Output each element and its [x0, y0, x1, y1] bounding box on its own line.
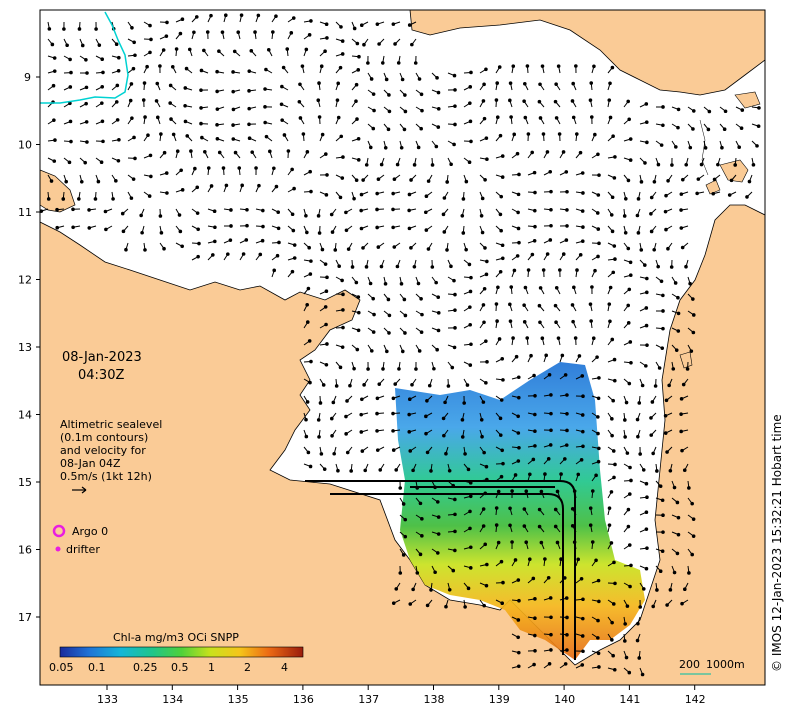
land-islands-north	[705, 91, 761, 195]
svg-text:0.25: 0.25	[133, 661, 158, 674]
info-line-2: (0.1m contours)	[60, 431, 148, 444]
lon-tick-label: 140	[554, 693, 575, 706]
lat-tick-label: 15	[18, 476, 32, 489]
info-line-1: Altimetric sealevel	[60, 418, 162, 431]
lon-tick-label: 137	[358, 693, 379, 706]
lon-tick-label: 133	[97, 693, 118, 706]
legend-drifter: drifter	[66, 543, 100, 556]
strong-current-arrows	[305, 480, 576, 660]
land-groote	[679, 351, 693, 369]
reference-arrow-icon	[72, 486, 87, 494]
svg-text:1: 1	[208, 661, 215, 674]
lon-tick-label: 139	[489, 693, 510, 706]
argo-icon	[52, 524, 66, 538]
info-line-3: and velocity for	[60, 444, 146, 457]
scale-bar-label: 200	[679, 658, 700, 671]
chlorophyll-swath	[395, 362, 645, 660]
lat-tick-label: 17	[18, 611, 32, 624]
svg-text:2: 2	[244, 661, 251, 674]
lat-tick-label: 16	[18, 544, 32, 557]
lat-tick-label: 13	[18, 341, 32, 354]
lat-tick-label: 12	[18, 274, 32, 287]
lon-tick-label: 136	[293, 693, 314, 706]
colorbar	[59, 646, 304, 658]
svg-text:0.05: 0.05	[49, 661, 74, 674]
credit-text: © IMOS 12-Jan-2023 15:32:21 Hobart time	[770, 414, 784, 672]
scale-bar-depth: 1000m	[706, 658, 745, 671]
svg-text:0.5: 0.5	[171, 661, 189, 674]
lat-tick-label: 10	[18, 139, 32, 152]
svg-text:4: 4	[281, 661, 288, 674]
land-kimberley-coast	[40, 169, 76, 213]
velocity-field	[40, 13, 761, 677]
map-date: 08-Jan-2023	[62, 350, 142, 365]
land-cape-york-coast	[699, 119, 709, 176]
lon-tick-label: 141	[619, 693, 640, 706]
land-west-australia	[40, 204, 765, 685]
lon-tick-label: 135	[228, 693, 249, 706]
drifter-icon	[55, 546, 61, 552]
lat-tick-label: 11	[18, 206, 32, 219]
sealevel-contour	[40, 11, 129, 104]
lat-tick-label: 9	[24, 71, 31, 84]
lon-tick-label: 142	[685, 693, 706, 706]
lat-tick-label: 14	[18, 409, 32, 422]
info-line-4: 08-Jan 04Z	[60, 457, 121, 470]
land-new-guinea	[409, 10, 765, 96]
legend-argo: Argo 0	[72, 525, 108, 538]
longitude-axis: 133 134 135 136 137 138 139 140 141 142	[97, 685, 706, 706]
lon-tick-label: 134	[162, 693, 183, 706]
colorbar-title: Chl-a mg/m3 OCi SNPP	[113, 631, 239, 644]
svg-text:0.1: 0.1	[88, 661, 106, 674]
lon-tick-label: 138	[424, 693, 445, 706]
latitude-axis: 9 10 11 12 13 14 15 16 17	[18, 71, 40, 624]
map-time: 04:30Z	[78, 368, 124, 383]
colorbar-ticks: 0.05 0.1 0.25 0.5 1 2 4	[49, 661, 288, 674]
info-line-5: 0.5m/s (1kt 12h)	[60, 470, 152, 483]
